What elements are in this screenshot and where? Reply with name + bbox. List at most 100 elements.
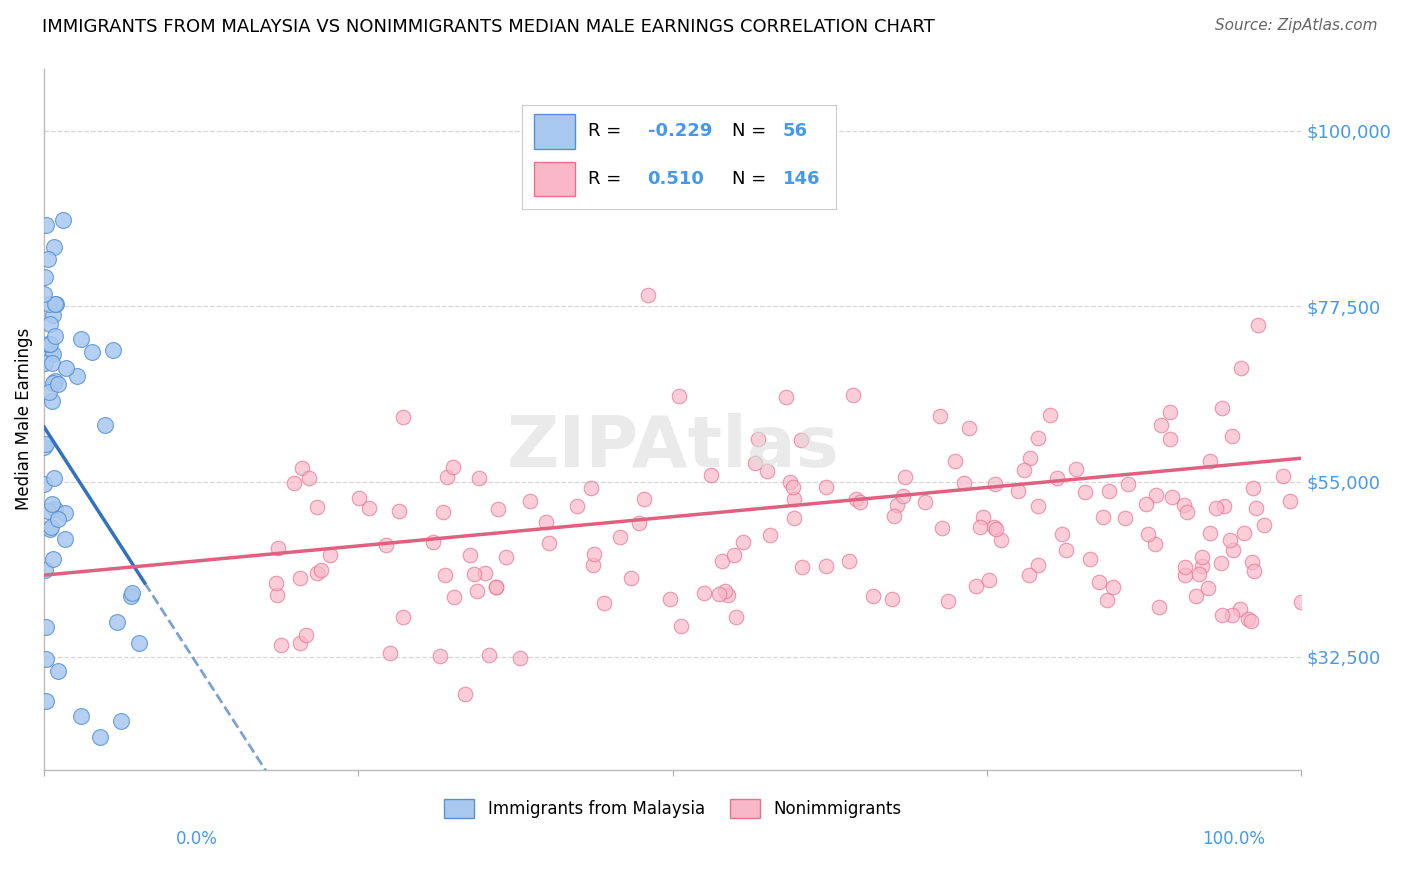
Point	[46, 665, 69, 679]
Point	[783, 510, 806, 524]
Point	[42, 376, 65, 391]
Point	[454, 687, 477, 701]
Point	[668, 389, 690, 403]
Point	[309, 563, 332, 577]
Point	[35, 219, 58, 233]
Point	[52, 212, 75, 227]
Point	[305, 500, 328, 514]
Point	[1247, 318, 1270, 332]
Point	[38, 297, 60, 311]
Point	[34, 563, 56, 577]
Point	[1230, 361, 1253, 376]
Y-axis label: Median Male Earnings: Median Male Earnings	[15, 328, 32, 510]
Point	[565, 499, 588, 513]
Point	[943, 454, 966, 468]
Point	[842, 388, 865, 402]
Point	[1174, 568, 1197, 582]
Point	[42, 470, 65, 484]
Point	[465, 584, 488, 599]
Point	[775, 390, 797, 404]
Point	[69, 332, 91, 346]
Point	[1175, 505, 1198, 519]
Point	[893, 489, 915, 503]
Point	[849, 495, 872, 509]
Point	[1191, 558, 1213, 573]
Point	[986, 522, 1008, 536]
Point	[392, 610, 415, 624]
Point	[1243, 564, 1265, 578]
Point	[1012, 463, 1035, 477]
Point	[1098, 483, 1121, 498]
Text: ZIPAtlas: ZIPAtlas	[506, 413, 839, 482]
Point	[34, 652, 56, 666]
Point	[53, 506, 76, 520]
Point	[1159, 404, 1181, 418]
Point	[931, 521, 953, 535]
Point	[1188, 567, 1211, 582]
Point	[55, 361, 77, 376]
Point	[41, 497, 63, 511]
Point	[39, 337, 62, 351]
Point	[295, 628, 318, 642]
Point	[45, 296, 67, 310]
Point	[1271, 468, 1294, 483]
Point	[298, 471, 321, 485]
Point	[1239, 614, 1261, 628]
Point	[862, 589, 884, 603]
Point	[44, 374, 66, 388]
Point	[845, 491, 868, 506]
Point	[34, 620, 56, 634]
Point	[1289, 595, 1312, 609]
Point	[1026, 558, 1049, 572]
Point	[1197, 581, 1219, 595]
Point	[319, 549, 342, 563]
Point	[485, 580, 508, 594]
Point	[747, 432, 769, 446]
Point	[1213, 499, 1236, 513]
Point	[693, 585, 716, 599]
Point	[93, 418, 115, 433]
Point	[880, 592, 903, 607]
Point	[53, 532, 76, 546]
Point	[707, 586, 730, 600]
Point	[468, 471, 491, 485]
Point	[1018, 567, 1040, 582]
Point	[710, 554, 733, 568]
Text: 0.0%: 0.0%	[176, 830, 218, 847]
Point	[291, 460, 314, 475]
Point	[593, 596, 616, 610]
Point	[264, 576, 287, 591]
Point	[1074, 485, 1097, 500]
Point	[983, 476, 1005, 491]
Point	[48, 512, 70, 526]
Point	[1233, 525, 1256, 540]
Point	[37, 337, 59, 351]
Point	[39, 523, 62, 537]
Point	[290, 571, 312, 585]
Point	[37, 252, 59, 267]
Point	[35, 437, 58, 451]
Point	[814, 559, 837, 574]
Point	[782, 479, 804, 493]
Point	[42, 552, 65, 566]
Point	[34, 270, 56, 285]
Point	[1150, 418, 1173, 433]
Point	[1253, 517, 1275, 532]
Point	[1246, 500, 1268, 515]
Point	[1147, 599, 1170, 614]
Point	[433, 568, 456, 582]
Point	[35, 694, 58, 708]
Point	[979, 574, 1001, 588]
Point	[1241, 481, 1264, 495]
Point	[779, 475, 801, 489]
Point	[609, 530, 631, 544]
Point	[758, 528, 780, 542]
Point	[39, 520, 62, 534]
Point	[266, 588, 288, 602]
Point	[1220, 429, 1243, 443]
Point	[838, 554, 860, 568]
Point	[89, 730, 111, 744]
Point	[538, 536, 561, 550]
Point	[1078, 552, 1101, 566]
Point	[34, 476, 56, 491]
